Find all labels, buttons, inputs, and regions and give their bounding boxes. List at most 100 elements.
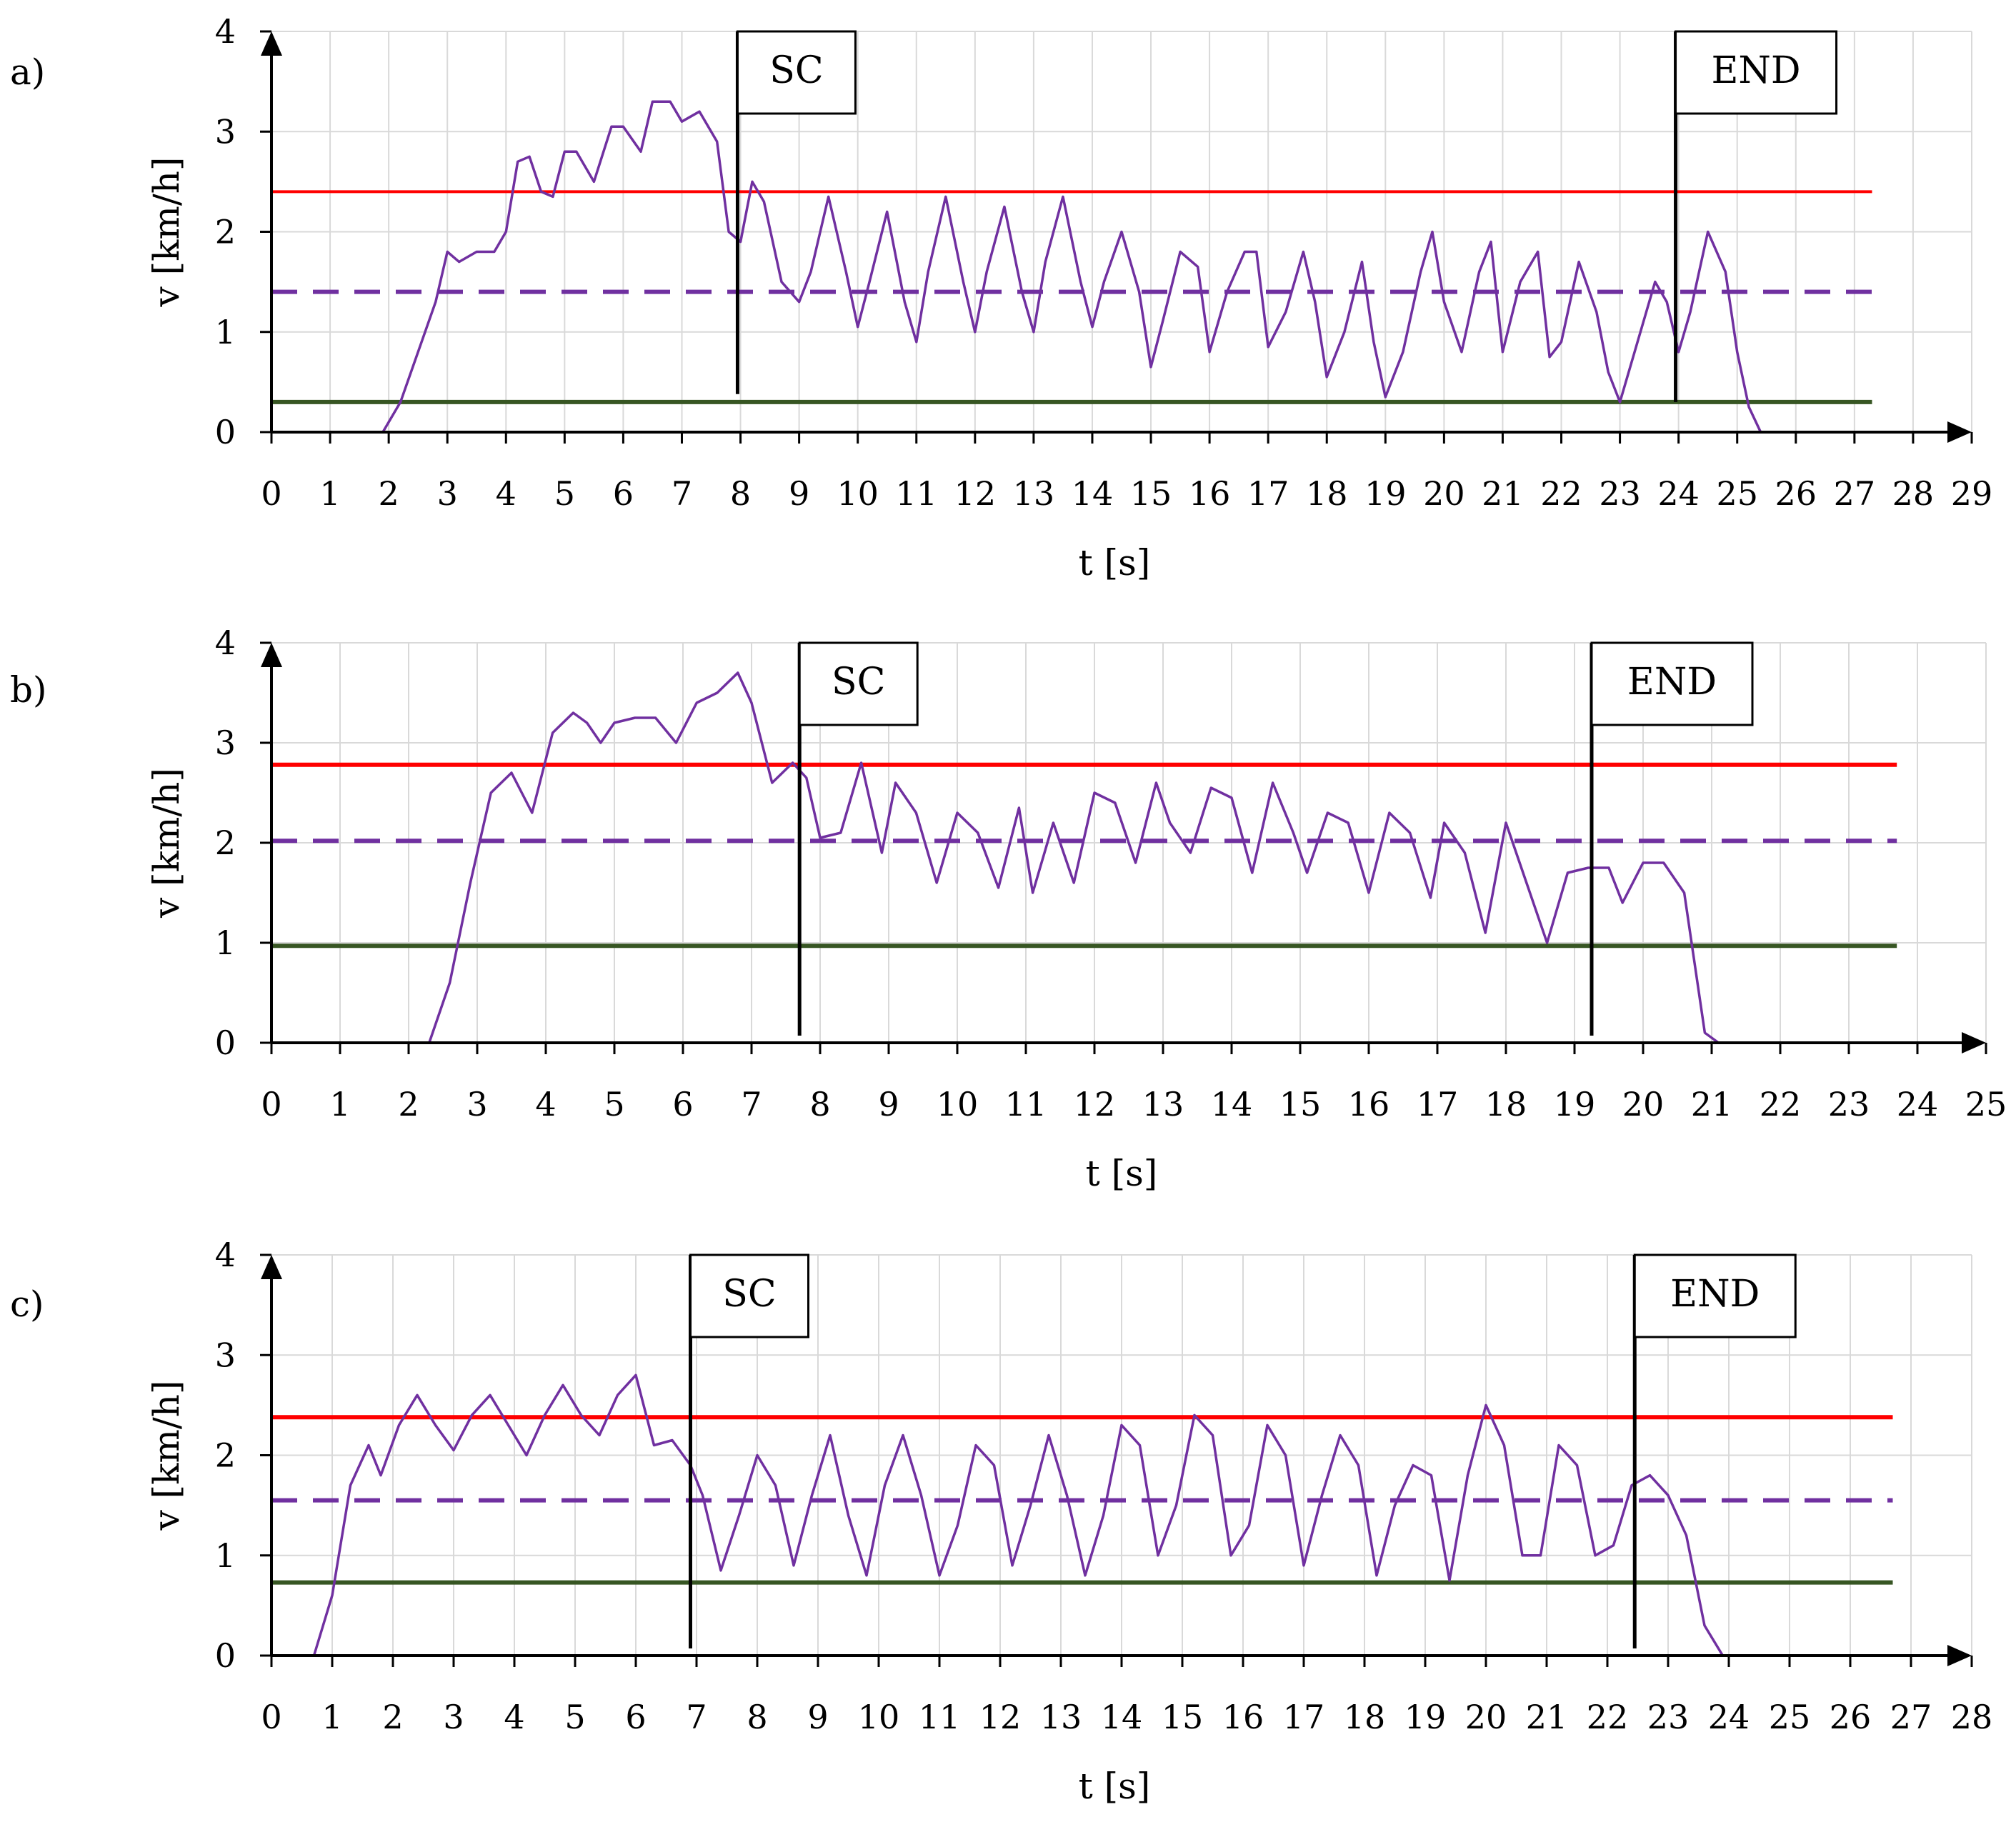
speed-series-line	[271, 671, 1897, 1044]
y-axis-arrow	[261, 1255, 282, 1279]
x-tick-label: 10	[937, 1085, 979, 1123]
y-axis-label: v [km/h]	[146, 1381, 187, 1531]
x-tick-label: 21	[1526, 1698, 1568, 1736]
marker-label-sc: SC	[722, 1273, 776, 1316]
marker-label-end: END	[1711, 49, 1800, 92]
x-tick-label: 0	[261, 1085, 281, 1123]
x-tick-label: 24	[1708, 1698, 1750, 1736]
y-tick-label: 2	[215, 824, 236, 862]
x-tick-label: 8	[730, 474, 751, 513]
x-axis-arrow	[1962, 1032, 1986, 1053]
marker-box-sc	[736, 30, 857, 115]
x-tick-label: 18	[1306, 474, 1348, 513]
x-tick-label: 4	[496, 474, 517, 513]
y-tick-label: 1	[215, 313, 236, 351]
x-tick-label: 24	[1897, 1085, 1939, 1123]
y-tick-label: 4	[215, 1236, 236, 1274]
y-tick-label: 3	[215, 724, 236, 762]
y-tick-label: 4	[215, 12, 236, 51]
x-tick-label: 15	[1130, 474, 1172, 513]
x-tick-label: 9	[878, 1085, 899, 1123]
y-axis-label: v [km/h]	[146, 768, 187, 918]
x-tick-label: 15	[1162, 1698, 1204, 1736]
x-tick-label: 14	[1072, 474, 1114, 513]
marker-label-end: END	[1670, 1273, 1760, 1316]
x-tick-label: 6	[672, 1085, 693, 1123]
x-tick-label: 15	[1279, 1085, 1322, 1123]
x-tick-label: 4	[504, 1698, 524, 1736]
x-tick-label: 13	[1013, 474, 1055, 513]
x-tick-label: 16	[1222, 1698, 1264, 1736]
speed-series-line	[271, 100, 1872, 434]
panel-label: a)	[10, 51, 45, 93]
x-tick-label: 17	[1417, 1085, 1459, 1123]
x-tick-label: 1	[329, 1085, 350, 1123]
x-tick-label: 27	[1834, 474, 1876, 513]
x-tick-label: 22	[1587, 1698, 1629, 1736]
x-tick-label: 22	[1540, 474, 1582, 513]
x-tick-label: 6	[625, 1698, 646, 1736]
x-tick-label: 11	[895, 474, 937, 513]
x-tick-label: 17	[1283, 1698, 1325, 1736]
y-tick-label: 1	[215, 923, 236, 962]
x-tick-label: 13	[1040, 1698, 1082, 1736]
x-tick-label: 25	[1965, 1085, 2007, 1123]
x-tick-label: 26	[1830, 1698, 1872, 1736]
x-tick-label: 4	[535, 1085, 556, 1123]
x-tick-label: 28	[1892, 474, 1935, 513]
marker-box-end	[1633, 1253, 1797, 1338]
marker-label-sc: SC	[832, 661, 885, 704]
x-tick-label: 7	[672, 474, 692, 513]
marker-box-sc	[798, 641, 919, 726]
x-tick-label: 17	[1247, 474, 1289, 513]
x-tick-label: 18	[1344, 1698, 1386, 1736]
x-tick-label: 28	[1951, 1698, 1993, 1736]
y-tick-label: 3	[215, 1336, 236, 1374]
x-tick-label: 25	[1716, 474, 1758, 513]
x-tick-label: 16	[1348, 1085, 1390, 1123]
marker-label-sc: SC	[769, 49, 823, 92]
x-tick-label: 0	[261, 474, 281, 513]
x-tick-label: 8	[747, 1698, 767, 1736]
x-tick-label: 2	[398, 1085, 419, 1123]
x-tick-label: 11	[919, 1698, 961, 1736]
x-tick-label: 19	[1404, 1698, 1447, 1736]
y-axis-arrow	[261, 643, 282, 667]
x-tick-label: 23	[1599, 474, 1641, 513]
x-tick-label: 21	[1691, 1085, 1733, 1123]
marker-box-end	[1675, 30, 1838, 115]
x-tick-label: 5	[604, 1085, 624, 1123]
y-axis-label: v [km/h]	[146, 157, 187, 308]
x-tick-label: 12	[954, 474, 997, 513]
x-tick-label: 1	[321, 1698, 342, 1736]
x-axis-arrow	[1947, 1645, 1972, 1666]
x-tick-label: 9	[789, 474, 809, 513]
x-tick-label: 14	[1101, 1698, 1143, 1736]
x-tick-label: 2	[382, 1698, 403, 1736]
x-tick-label: 20	[1622, 1085, 1665, 1123]
x-tick-label: 26	[1775, 474, 1817, 513]
x-tick-label: 9	[807, 1698, 828, 1736]
x-tick-label: 12	[1074, 1085, 1116, 1123]
x-tick-label: 21	[1482, 474, 1524, 513]
y-tick-label: 3	[215, 112, 236, 151]
x-tick-label: 12	[979, 1698, 1022, 1736]
x-tick-label: 11	[1005, 1085, 1047, 1123]
y-tick-label: 0	[215, 1636, 236, 1675]
x-tick-label: 16	[1189, 474, 1231, 513]
x-tick-label: 18	[1485, 1085, 1527, 1123]
x-tick-label: 20	[1423, 474, 1465, 513]
x-tick-label: 20	[1465, 1698, 1507, 1736]
x-tick-label: 27	[1890, 1698, 1932, 1736]
x-tick-label: 10	[837, 474, 879, 513]
y-tick-label: 0	[215, 1023, 236, 1062]
x-tick-label: 23	[1828, 1085, 1870, 1123]
x-axis-label: t [s]	[1079, 542, 1151, 584]
speed-series-line	[271, 1373, 1893, 1657]
y-tick-label: 2	[215, 213, 236, 251]
panel-label: c)	[10, 1283, 44, 1325]
y-tick-label: 4	[215, 624, 236, 662]
